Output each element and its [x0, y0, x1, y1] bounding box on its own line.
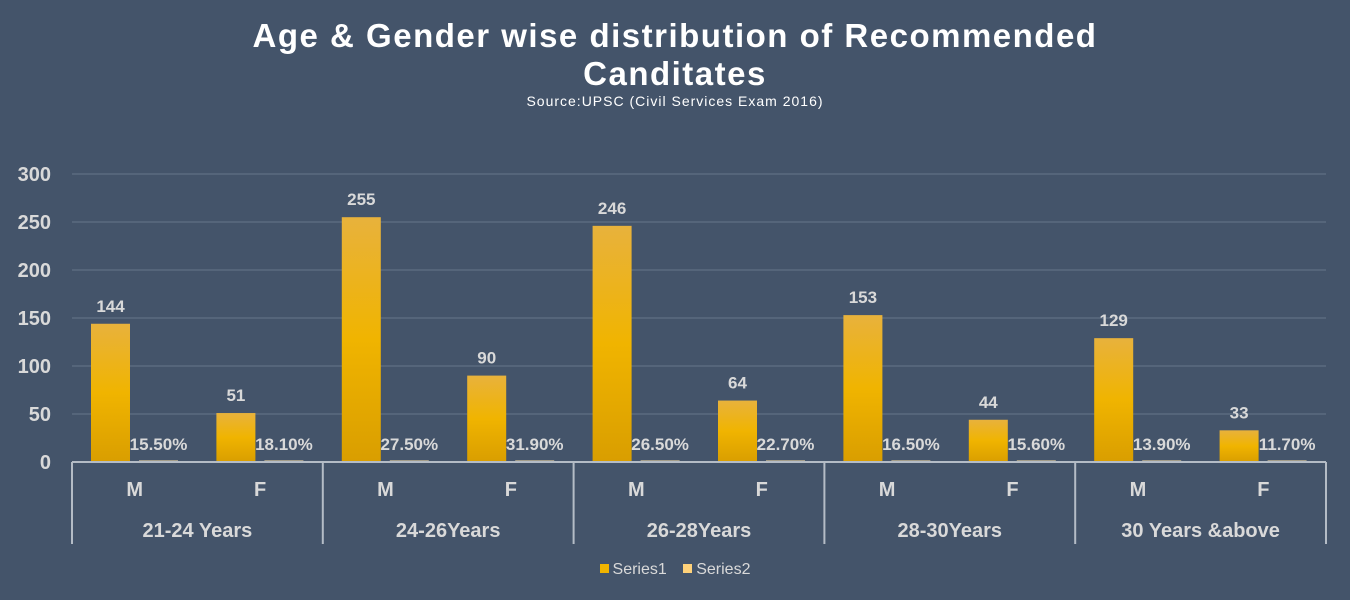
legend-label-series1: Series1 — [612, 561, 667, 578]
y-tick-label: 200 — [18, 260, 51, 282]
legend-label-series2: Series2 — [696, 561, 751, 578]
x-tick-label: F — [1257, 479, 1269, 501]
x-tick-label: F — [505, 479, 517, 501]
y-tick-label: 300 — [18, 164, 51, 186]
legend-swatch-series1 — [599, 564, 609, 573]
chart-title: Age & Gender wise distribution of Recomm… — [0, 17, 1350, 93]
bar-series1 — [968, 419, 1008, 462]
data-label-series1: 90 — [477, 349, 496, 368]
bar-series1 — [467, 375, 507, 462]
chart-title-line-2: Canditates — [583, 55, 767, 92]
y-tick-label: 250 — [18, 212, 51, 234]
data-label-series1: 255 — [347, 190, 375, 209]
data-label-series1: 51 — [226, 386, 245, 405]
bar-series1 — [216, 413, 256, 462]
data-label-series2: 18.10% — [255, 435, 313, 454]
legend-item-series2[interactable]: Series2 — [683, 561, 750, 578]
bar-series1 — [592, 225, 632, 462]
bar-series1 — [91, 323, 130, 462]
data-label-series1: 33 — [1230, 403, 1249, 422]
legend-swatch-series2 — [683, 564, 693, 573]
data-label-series1: 129 — [1100, 311, 1128, 330]
chart-title-line-1: Age & Gender wise distribution of Recomm… — [252, 17, 1098, 54]
data-label-series1: 44 — [979, 393, 998, 412]
x-tick-label: F — [756, 479, 768, 501]
x-tick-label: M — [377, 479, 394, 501]
data-label-series2: 16.50% — [882, 435, 940, 454]
x-tick-label: M — [1130, 479, 1147, 501]
data-label-series2: 31.90% — [506, 435, 564, 454]
bar-series1 — [1094, 338, 1134, 462]
y-tick-label: 150 — [18, 308, 51, 330]
data-label-series2: 22.70% — [757, 435, 815, 454]
x-tick-label: F — [1006, 479, 1018, 501]
data-label-series1: 64 — [728, 374, 747, 393]
data-label-series1: 144 — [96, 297, 125, 316]
bar-series1 — [341, 217, 381, 462]
group-label: 28-30Years — [898, 520, 1003, 542]
chart-subtitle: Source:UPSC (Civil Services Exam 2016) — [526, 93, 824, 109]
legend-item-series1[interactable]: Series1 — [599, 561, 667, 578]
bar-series1 — [843, 315, 883, 462]
x-tick-label: F — [254, 479, 266, 501]
data-label-series2: 11.70% — [1259, 435, 1316, 454]
data-label-series2: 26.50% — [631, 435, 689, 454]
x-tick-label: M — [126, 479, 143, 501]
y-tick-label: 0 — [40, 452, 51, 474]
x-tick-label: M — [879, 479, 896, 501]
group-label: 30 Years &above — [1121, 520, 1280, 542]
group-label: 21-24 Years — [143, 520, 253, 542]
legend: Series1 Series2 — [0, 561, 1350, 579]
y-tick-label: 50 — [29, 404, 51, 426]
bar-series1 — [1219, 430, 1259, 462]
data-label-series2: 15.50% — [130, 435, 188, 454]
data-label-series2: 27.50% — [380, 435, 438, 454]
bar-series1 — [718, 400, 757, 462]
x-tick-label: M — [628, 479, 645, 501]
y-tick-label: 100 — [18, 356, 51, 378]
group-label: 26-28Years — [647, 520, 752, 542]
data-label-series2: 13.90% — [1133, 435, 1191, 454]
data-label-series2: 15.60% — [1007, 435, 1065, 454]
data-label-series1: 153 — [849, 288, 877, 307]
data-label-series1: 246 — [598, 199, 626, 218]
group-label: 24-26Years — [396, 520, 501, 542]
